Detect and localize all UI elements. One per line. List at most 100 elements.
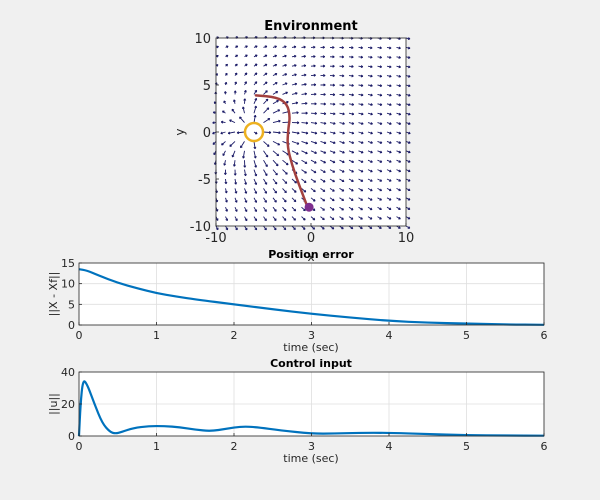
vector-arrow-165 xyxy=(282,54,287,58)
vector-arrow-124 xyxy=(263,45,268,49)
vector-arrow-268 xyxy=(329,74,335,78)
vector-arrow-184 xyxy=(291,73,297,77)
vector-arrow-116 xyxy=(263,118,271,123)
vector-arrow-282 xyxy=(339,140,345,145)
vector-arrow-131 xyxy=(272,178,278,185)
vector-arrow-410 xyxy=(396,122,402,125)
pos-xtick-label-4: 4 xyxy=(386,329,393,342)
vector-arrow-411 xyxy=(396,112,402,116)
vector-arrow-223 xyxy=(310,102,317,106)
vector-arrow-391 xyxy=(386,103,392,107)
pos-ytick-label-2: 10 xyxy=(61,278,75,291)
vector-arrow-47 xyxy=(234,178,238,185)
vector-arrow-385 xyxy=(386,159,392,163)
vector-arrow-326 xyxy=(358,122,364,125)
vector-arrow-365 xyxy=(377,150,383,154)
vector-arrow-382 xyxy=(386,188,392,192)
vector-arrow-312 xyxy=(348,55,354,59)
vector-arrow-42 xyxy=(234,225,238,231)
vector-arrow-210 xyxy=(310,225,316,230)
vector-arrow-372 xyxy=(377,84,383,88)
vector-arrow-113 xyxy=(263,150,269,158)
vector-arrow-321 xyxy=(358,169,364,173)
vector-arrow-133 xyxy=(272,159,279,167)
vector-arrow-43 xyxy=(234,216,238,222)
vector-arrow-103 xyxy=(253,45,258,49)
vector-arrow-370 xyxy=(377,103,383,106)
vector-arrow-204 xyxy=(301,83,307,86)
pos-ytick-label-3: 15 xyxy=(61,257,75,270)
vector-arrow-288 xyxy=(339,83,345,87)
vector-arrow-426 xyxy=(405,169,411,173)
vector-arrow-396 xyxy=(386,55,392,59)
env-xtick-label-2: 10 xyxy=(398,231,415,246)
vector-arrow-408 xyxy=(396,140,402,144)
vector-arrow-75 xyxy=(241,106,245,114)
vector-arrow-327 xyxy=(358,112,364,116)
vector-arrow-331 xyxy=(358,74,364,78)
vector-arrow-425 xyxy=(405,178,411,182)
vector-arrow-415 xyxy=(396,74,402,78)
vector-arrow-194 xyxy=(301,178,307,184)
ctl-xtick-label-5: 5 xyxy=(463,440,470,453)
vector-arrow-273 xyxy=(339,225,344,230)
vector-arrow-112 xyxy=(263,159,268,168)
vector-arrow-77 xyxy=(243,89,247,95)
ctl-ytick-label-0: 0 xyxy=(68,430,75,443)
control-input-plot: Control input 0 1 2 3 4 5 6 0 20 40 time (sec) ||… xyxy=(47,357,548,465)
vector-arrow-53 xyxy=(229,119,236,124)
vector-arrow-392 xyxy=(386,93,392,97)
vector-arrow-98 xyxy=(253,89,258,95)
vector-arrow-260 xyxy=(329,150,336,154)
vector-arrow-110 xyxy=(263,178,268,185)
vector-arrow-139 xyxy=(272,100,279,105)
vector-arrow-319 xyxy=(358,188,364,192)
vector-arrow-162 xyxy=(282,82,288,86)
vector-arrow-395 xyxy=(386,65,392,69)
vector-arrow-428 xyxy=(405,150,411,154)
vector-arrow-132 xyxy=(272,169,278,176)
vector-arrow-150 xyxy=(282,197,287,203)
vector-arrow-179 xyxy=(291,121,300,125)
vector-arrow-239 xyxy=(320,150,327,154)
vector-arrow-84 xyxy=(253,225,258,231)
vector-arrow-330 xyxy=(358,84,364,87)
vector-arrow-241 xyxy=(320,131,327,135)
vector-arrow-363 xyxy=(377,169,383,173)
vector-arrow-200 xyxy=(301,121,309,125)
vector-arrow-100 xyxy=(253,72,258,76)
vector-arrow-86 xyxy=(253,206,258,212)
vector-arrow-264 xyxy=(329,112,336,116)
vector-arrow-318 xyxy=(358,197,364,201)
vector-arrow-19 xyxy=(215,45,219,49)
vector-arrow-267 xyxy=(329,83,335,87)
vector-arrow-91 xyxy=(253,160,258,168)
vector-arrow-388 xyxy=(386,131,392,135)
vector-arrow-201 xyxy=(301,111,308,115)
vector-arrow-35 xyxy=(223,91,227,95)
vector-arrow-369 xyxy=(377,112,383,116)
vector-arrow-225 xyxy=(310,83,317,87)
vector-arrow-213 xyxy=(310,197,316,202)
vector-arrow-364 xyxy=(377,159,383,163)
vector-arrow-259 xyxy=(329,159,336,164)
vector-arrow-136 xyxy=(272,131,281,135)
vector-arrow-115 xyxy=(263,131,272,134)
vector-arrow-247 xyxy=(320,74,326,77)
vector-arrow-274 xyxy=(339,216,344,220)
vector-arrow-234 xyxy=(320,197,326,202)
vector-arrow-21 xyxy=(225,225,229,231)
vector-arrow-435 xyxy=(405,84,411,88)
vector-arrow-279 xyxy=(339,169,345,173)
vector-arrow-10 xyxy=(212,131,217,135)
vector-arrow-0 xyxy=(215,225,219,231)
vector-arrow-215 xyxy=(310,178,317,183)
env-ytick-label-3: 5 xyxy=(203,79,211,94)
vector-arrow-73 xyxy=(236,131,245,135)
vector-arrow-434 xyxy=(405,93,411,97)
vector-arrow-439 xyxy=(405,46,411,50)
vector-arrow-290 xyxy=(339,64,345,68)
vector-arrow-409 xyxy=(396,131,402,135)
vector-arrow-343 xyxy=(367,159,373,163)
vector-arrow-384 xyxy=(386,169,392,173)
